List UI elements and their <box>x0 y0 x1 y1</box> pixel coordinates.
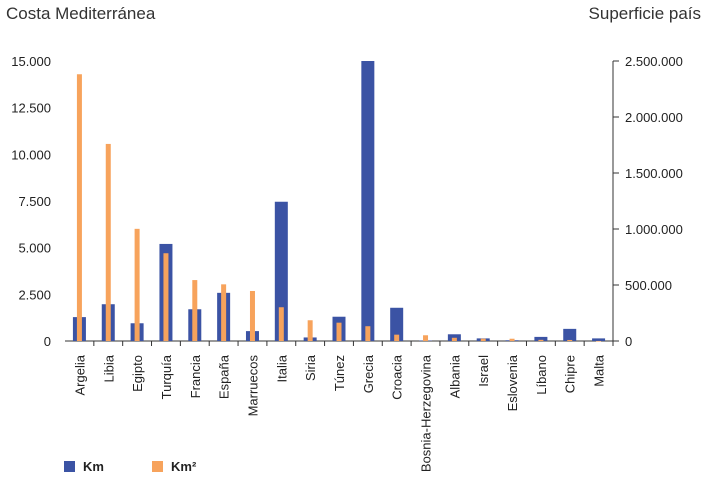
legend-swatch <box>152 461 163 472</box>
bar-km <box>361 61 375 341</box>
bar-km2 <box>76 74 82 342</box>
category-label: Libia <box>101 354 116 382</box>
bar-km2 <box>192 280 198 341</box>
category-label: España <box>217 354 232 399</box>
bar-km <box>274 201 288 341</box>
category-label: Israel <box>476 355 491 387</box>
bar-km2 <box>480 338 486 341</box>
category-label: Malta <box>592 354 607 387</box>
category-label: Argelia <box>72 354 87 395</box>
left-tick-label: 15.000 <box>11 54 51 69</box>
right-tick-label: 2.500.000 <box>625 54 683 69</box>
bar-km2 <box>163 253 169 341</box>
left-axis-title: Costa Mediterránea <box>6 4 156 23</box>
bar-km2 <box>134 228 140 341</box>
category-label: Líbano <box>534 355 549 395</box>
bar-km2 <box>307 320 313 341</box>
bar-km2 <box>278 307 284 341</box>
category-label: Italia <box>274 354 289 382</box>
bar-km2 <box>105 143 111 341</box>
bar-km <box>447 334 461 341</box>
bar-km <box>563 328 577 341</box>
category-label: Túnez <box>332 355 347 391</box>
category-label: Croacia <box>390 354 405 400</box>
category-label: Marruecos <box>245 355 260 417</box>
category-label: Egipto <box>130 355 145 392</box>
bar-km <box>534 336 548 341</box>
right-tick-label: 0 <box>625 334 632 349</box>
bar-km2 <box>394 334 400 341</box>
category-label: Bosnia-Herzegovina <box>419 354 434 472</box>
left-tick-label: 5.000 <box>18 241 51 256</box>
bar-km2 <box>596 340 602 342</box>
bar-km <box>592 338 606 341</box>
left-tick-label: 0 <box>44 334 51 349</box>
right-tick-label: 1.000.000 <box>625 222 683 237</box>
bar-km2 <box>509 338 515 341</box>
bar-km2 <box>365 326 371 341</box>
right-tick-label: 1.500.000 <box>625 166 683 181</box>
legend-label: Km² <box>171 459 197 474</box>
bar-km2 <box>336 322 342 341</box>
bar-km2 <box>249 290 255 341</box>
bar-km2 <box>221 284 227 341</box>
left-tick-label: 7.500 <box>18 194 51 209</box>
category-label: Turquía <box>159 354 174 399</box>
left-tick-label: 12.500 <box>11 101 51 116</box>
left-tick-label: 10.000 <box>11 147 51 162</box>
legend-swatch <box>64 461 75 472</box>
bar-km2 <box>423 335 429 341</box>
right-axis-title: Superficie país <box>588 4 701 23</box>
right-tick-label: 500.000 <box>625 278 672 293</box>
bar-km2 <box>451 337 457 341</box>
category-label: Albania <box>447 354 462 398</box>
category-label: Grecia <box>361 354 376 393</box>
category-label: Eslovenia <box>505 354 520 411</box>
bar-km2 <box>567 339 573 341</box>
category-label: Chipre <box>563 355 578 393</box>
legend-label: Km <box>83 459 104 474</box>
right-tick-label: 2.000.000 <box>625 110 683 125</box>
category-label: Siria <box>303 354 318 381</box>
bar-km2 <box>538 339 544 341</box>
bar-km <box>390 307 404 341</box>
left-tick-label: 2.500 <box>18 287 51 302</box>
category-label: Francia <box>188 354 203 398</box>
